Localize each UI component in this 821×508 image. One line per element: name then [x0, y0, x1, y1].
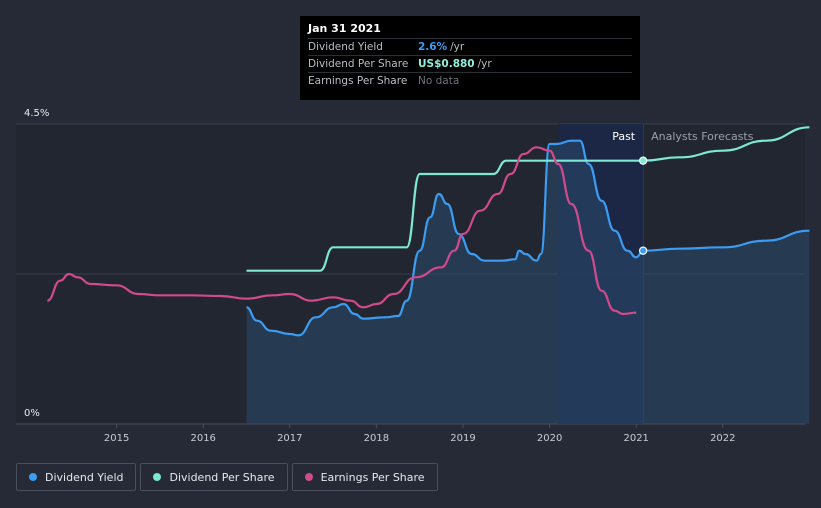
x-tick-label: 2020	[537, 433, 562, 444]
legend-dot-icon	[153, 473, 162, 481]
highlight-marker	[638, 246, 648, 255]
tooltip-row-label: Earnings Per Share	[308, 75, 408, 87]
tooltip-row-label: Dividend Yield	[308, 41, 383, 53]
tooltip-row-label: Dividend Per Share	[308, 58, 409, 70]
highlight-marker	[638, 156, 648, 165]
forecast-label: Analysts Forecasts	[651, 130, 754, 143]
x-tick-label: 2018	[364, 433, 389, 444]
tooltip-date: Jan 31 2021	[308, 22, 381, 35]
past-label: Past	[612, 130, 636, 143]
tooltip: Jan 31 2021 Dividend Yield 2.6% /yr Divi…	[300, 16, 640, 100]
legend-dot-icon	[29, 473, 37, 481]
marker-layer	[638, 156, 648, 255]
legend: Dividend Yield Dividend Per Share Earnin…	[16, 463, 438, 491]
x-tick-label: 2015	[104, 433, 129, 444]
series-layer	[46, 126, 810, 424]
legend-item-dividend-yield[interactable]: Dividend Yield	[16, 463, 137, 491]
tooltip-row-value: No data	[418, 75, 460, 87]
tooltip-row-unit: /yr	[477, 58, 492, 70]
x-tick-label: 2016	[190, 433, 215, 444]
y-tick-label: 0%	[24, 408, 40, 419]
legend-item-earnings-per-share[interactable]: Earnings Per Share	[291, 463, 438, 491]
y-tick-label: 4.5%	[24, 108, 49, 119]
series-line-dividend-yield	[246, 139, 810, 337]
series-line-earnings-per-share	[46, 146, 637, 316]
tooltip-row-value: 2.6%	[418, 41, 448, 53]
tooltip-row-value: US$0.880	[418, 58, 475, 70]
legend-dot-icon	[304, 473, 313, 481]
tooltip-row-dividend-yield: Dividend Yield 2.6% /yr	[308, 38, 632, 55]
legend-label: Dividend Per Share	[169, 470, 275, 484]
series-area-dividend-yield	[246, 140, 810, 424]
x-tick-label: 2022	[710, 433, 735, 444]
x-tick-label: 2019	[450, 433, 475, 444]
tooltip-row-earnings-per-share: Earnings Per Share No data	[308, 72, 632, 89]
series-line-dividend-per-share	[246, 126, 810, 272]
tooltip-row-dividend-per-share: Dividend Per Share US$0.880 /yr	[308, 55, 632, 72]
tooltip-row-unit: /yr	[450, 41, 465, 53]
x-tick-label: 2021	[623, 433, 648, 444]
x-axis: 2015 2016 2017 2018 2019 2020 2021 2022	[104, 424, 736, 444]
x-tick-label: 2017	[277, 433, 302, 444]
legend-label: Dividend Yield	[45, 470, 124, 484]
legend-item-dividend-per-share[interactable]: Dividend Per Share	[140, 463, 288, 491]
y-axis: 4.5% 0%	[24, 108, 49, 419]
legend-label: Earnings Per Share	[320, 470, 425, 484]
